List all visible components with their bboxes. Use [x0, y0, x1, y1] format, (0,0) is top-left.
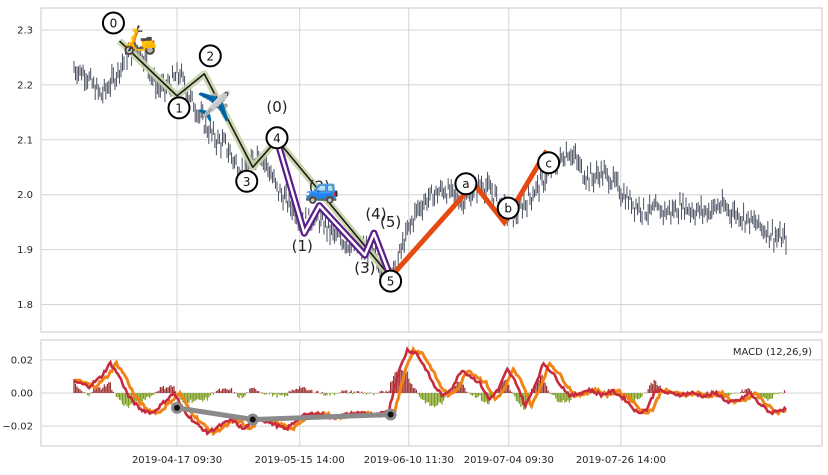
macd-signal-line [74, 345, 787, 437]
wave-label-circle [496, 196, 520, 220]
subwave-label: (4) [365, 205, 386, 223]
wave-label-circle [265, 126, 289, 150]
impulse-wave-line [118, 40, 392, 278]
wave-label-circle [379, 269, 403, 293]
subwave-label: (2) [309, 178, 330, 196]
wave-label-circle [198, 44, 222, 68]
price-plot-frame [40, 7, 823, 333]
subwave-label: (1) [292, 237, 313, 255]
x-tick-label: 2019-04-17 09:30 [132, 455, 222, 466]
price-y-tick-label: 1.9 [17, 245, 33, 256]
wave-label-circle [454, 172, 478, 196]
price-y-tick-label: 2.1 [17, 135, 33, 146]
macd-wave-node-center [249, 416, 256, 423]
impulse-wave-label: 5 [387, 275, 395, 289]
price-y-tick-label: 2.0 [17, 190, 33, 201]
price-panel: 1.8 1.9 2.0 2.1 2.2 2.3 0 1 2 3 4 5 (0) (1) (2) (3) (4)(… [17, 7, 823, 333]
macd-y-tick-label: 0.02 [11, 355, 33, 366]
scooter-emoji: 🛵 [123, 23, 158, 56]
x-tick-label: 2019-06-10 11:30 [364, 455, 454, 466]
impulse-wave-label: 0 [110, 16, 118, 30]
impulse-wave-label: 1 [175, 101, 183, 115]
macd-wave-node-center [387, 411, 394, 418]
x-tick-label: 2019-07-04 09:30 [464, 455, 554, 466]
macd-line [73, 346, 787, 437]
macd-legend-label: MACD (12,26,9) [733, 347, 812, 358]
wave-label-circle [235, 169, 259, 193]
wave-label-circle [167, 96, 191, 120]
x-tick-label: 2019-07-26 14:00 [576, 455, 666, 466]
subwave-label: (5) [380, 213, 401, 231]
correction-wave-label: b [504, 202, 512, 216]
price-y-tick-label: 1.8 [17, 300, 33, 311]
subwave-label: (0) [266, 98, 287, 116]
wave-label-circle [101, 11, 125, 35]
macd-histogram [73, 368, 787, 410]
subwave-line-inner [275, 139, 392, 278]
airplane-emoji: ✈️ [197, 89, 232, 123]
x-tick-label: 2019-05-15 14:00 [255, 455, 345, 466]
impulse-wave-label: 3 [243, 175, 251, 189]
correction-wave-line [388, 149, 549, 279]
correction-wave-label: c [545, 156, 552, 170]
impulse-wave-label: 2 [206, 49, 214, 63]
wave-label-circle [537, 151, 561, 175]
price-y-tick-label: 2.3 [17, 25, 33, 36]
subwave-label: (3) [354, 259, 375, 277]
price-y-tick-label: 2.2 [17, 80, 33, 91]
correction-wave-label: a [462, 177, 469, 191]
car-emoji: 🚙 [305, 172, 340, 205]
macd-panel: 0.02 0.00 −0.02 MACD (12,26,9) 2019-04-17 09… [2, 339, 823, 466]
macd-wave-node-center [174, 404, 181, 411]
impulse-wave-label: 4 [273, 131, 281, 145]
macd-y-tick-label: −0.02 [2, 422, 33, 433]
macd-y-tick-label: 0.00 [11, 389, 33, 400]
